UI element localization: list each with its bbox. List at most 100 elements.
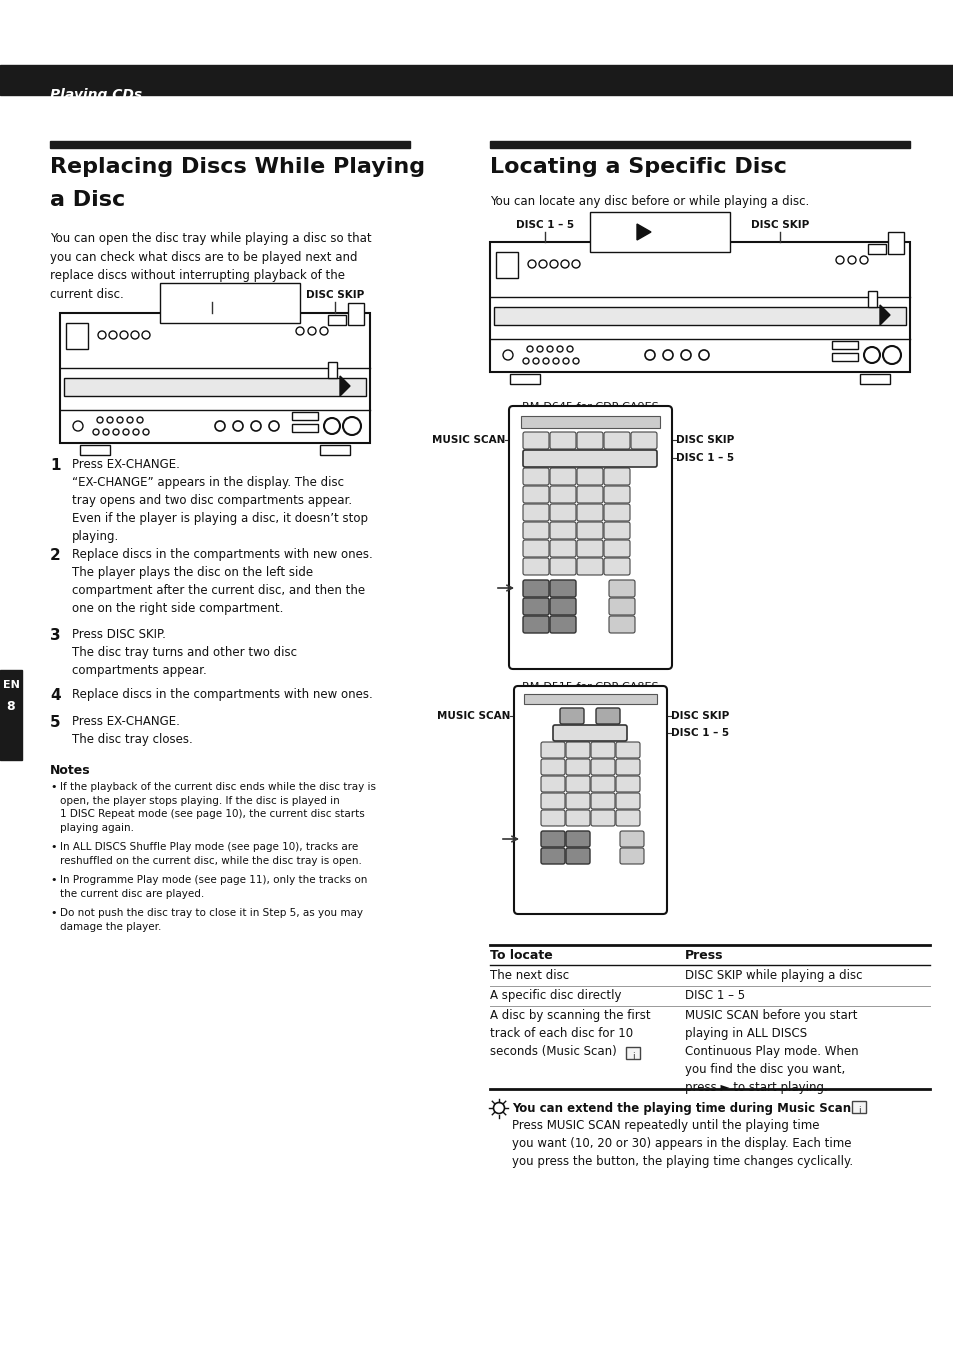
FancyBboxPatch shape: [540, 811, 564, 825]
Circle shape: [550, 259, 558, 267]
Circle shape: [143, 430, 149, 435]
Text: If the playback of the current disc ends while the disc tray is
open, the player: If the playback of the current disc ends…: [60, 782, 375, 832]
FancyBboxPatch shape: [590, 742, 615, 758]
FancyBboxPatch shape: [577, 521, 602, 539]
FancyBboxPatch shape: [559, 708, 583, 724]
Circle shape: [127, 417, 132, 423]
Text: DISC 1 – 5: DISC 1 – 5: [684, 989, 744, 1002]
Bar: [328, 362, 336, 378]
FancyBboxPatch shape: [577, 540, 602, 557]
Text: Press EX-CHANGE.
“EX-CHANGE” appears in the display. The disc
tray opens and two: Press EX-CHANGE. “EX-CHANGE” appears in …: [71, 458, 368, 543]
Text: Playing CDs: Playing CDs: [50, 88, 142, 101]
Circle shape: [835, 255, 843, 263]
Text: Notes: Notes: [50, 765, 91, 777]
Circle shape: [251, 422, 261, 431]
Text: RM-D515 for CDP-CA8ES: RM-D515 for CDP-CA8ES: [521, 682, 658, 692]
FancyBboxPatch shape: [616, 759, 639, 775]
Circle shape: [131, 331, 139, 339]
FancyBboxPatch shape: [590, 759, 615, 775]
Circle shape: [233, 422, 243, 431]
Text: In Programme Play mode (see page 11), only the tracks on
the current disc are pl: In Programme Play mode (see page 11), on…: [60, 875, 367, 898]
Circle shape: [112, 430, 119, 435]
Text: MUSIC SCAN before you start
playing in ALL DISCS
Continuous Play mode. When
you : MUSIC SCAN before you start playing in A…: [684, 1009, 858, 1094]
Text: In ALL DISCS Shuffle Play mode (see page 10), tracks are
reshuffled on the curre: In ALL DISCS Shuffle Play mode (see page…: [60, 842, 361, 866]
Circle shape: [662, 350, 672, 359]
FancyBboxPatch shape: [565, 811, 589, 825]
Text: To locate: To locate: [490, 948, 552, 962]
Text: DISC SKIP while playing a disc: DISC SKIP while playing a disc: [684, 969, 862, 982]
Text: i: i: [631, 1052, 634, 1061]
FancyBboxPatch shape: [619, 831, 643, 847]
FancyBboxPatch shape: [550, 580, 576, 597]
FancyBboxPatch shape: [540, 848, 564, 865]
Text: Replace discs in the compartments with new ones.: Replace discs in the compartments with n…: [71, 688, 373, 701]
Circle shape: [527, 259, 536, 267]
FancyBboxPatch shape: [550, 540, 576, 557]
FancyBboxPatch shape: [608, 598, 635, 615]
FancyBboxPatch shape: [565, 775, 589, 792]
Circle shape: [109, 331, 117, 339]
FancyBboxPatch shape: [550, 486, 576, 503]
FancyBboxPatch shape: [540, 742, 564, 758]
Text: •: •: [50, 908, 56, 917]
FancyBboxPatch shape: [616, 811, 639, 825]
FancyBboxPatch shape: [540, 793, 564, 809]
Text: DISC SKIP: DISC SKIP: [676, 435, 734, 444]
FancyBboxPatch shape: [522, 486, 548, 503]
Bar: [831, 353, 857, 361]
FancyBboxPatch shape: [550, 467, 576, 485]
FancyBboxPatch shape: [608, 580, 635, 597]
Text: i: i: [857, 1106, 860, 1115]
Bar: [292, 424, 317, 432]
FancyBboxPatch shape: [630, 432, 657, 449]
Bar: [523, 694, 657, 704]
Circle shape: [137, 417, 143, 423]
FancyBboxPatch shape: [550, 432, 576, 449]
Circle shape: [560, 259, 568, 267]
Circle shape: [522, 358, 529, 363]
FancyBboxPatch shape: [565, 759, 589, 775]
FancyBboxPatch shape: [603, 486, 629, 503]
Text: a Disc: a Disc: [50, 190, 125, 209]
FancyBboxPatch shape: [590, 793, 615, 809]
FancyBboxPatch shape: [577, 432, 602, 449]
Circle shape: [343, 417, 360, 435]
FancyBboxPatch shape: [577, 467, 602, 485]
FancyBboxPatch shape: [603, 540, 629, 557]
FancyBboxPatch shape: [522, 616, 548, 634]
Text: Replace discs in the compartments with new ones.
The player plays the disc on th: Replace discs in the compartments with n…: [71, 549, 373, 615]
Circle shape: [699, 350, 708, 359]
FancyBboxPatch shape: [550, 504, 576, 521]
Circle shape: [295, 327, 304, 335]
Circle shape: [526, 346, 533, 353]
Text: A specific disc directly: A specific disc directly: [490, 989, 620, 1002]
FancyBboxPatch shape: [590, 811, 615, 825]
FancyBboxPatch shape: [565, 742, 589, 758]
Circle shape: [92, 430, 99, 435]
Circle shape: [214, 422, 225, 431]
Bar: [66, 323, 88, 349]
FancyBboxPatch shape: [603, 504, 629, 521]
Circle shape: [562, 358, 568, 363]
FancyBboxPatch shape: [522, 558, 548, 576]
Text: DISC SKIP: DISC SKIP: [750, 220, 808, 230]
Circle shape: [120, 331, 128, 339]
Bar: [494, 307, 905, 326]
Bar: [64, 378, 366, 396]
Text: DISC 1 – 5: DISC 1 – 5: [516, 220, 574, 230]
FancyBboxPatch shape: [577, 504, 602, 521]
FancyBboxPatch shape: [540, 831, 564, 847]
Bar: [319, 444, 350, 455]
Text: A disc by scanning the first
track of each disc for 10
seconds (Music Scan): A disc by scanning the first track of ea…: [490, 1009, 650, 1058]
Circle shape: [847, 255, 855, 263]
FancyBboxPatch shape: [522, 467, 548, 485]
Circle shape: [553, 358, 558, 363]
FancyBboxPatch shape: [608, 616, 635, 634]
Bar: [625, 1047, 639, 1059]
Bar: [490, 141, 909, 149]
Circle shape: [324, 417, 339, 434]
FancyBboxPatch shape: [522, 540, 548, 557]
Circle shape: [117, 417, 123, 423]
Bar: [887, 232, 903, 254]
Text: 5: 5: [50, 715, 61, 730]
